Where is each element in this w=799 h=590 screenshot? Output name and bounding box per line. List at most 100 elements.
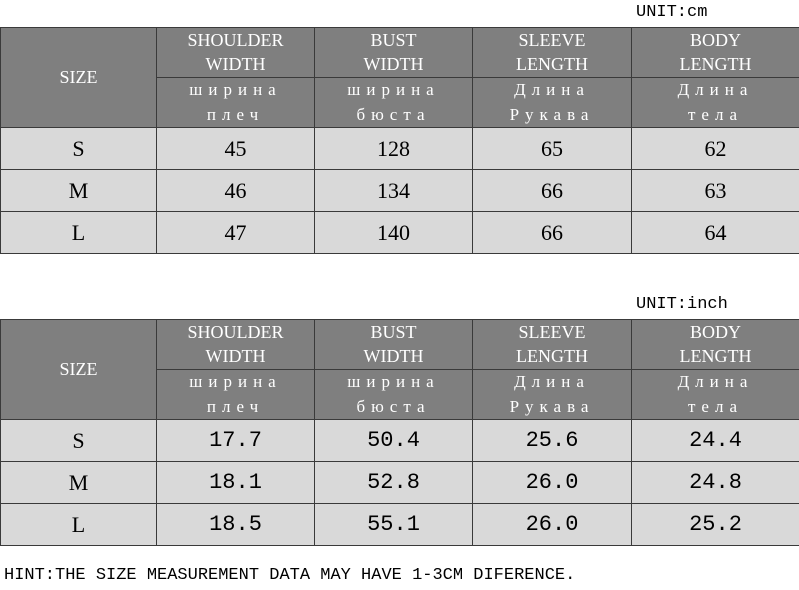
size-header-cell: SIZE (0, 27, 157, 128)
header-line: WIDTH (205, 346, 266, 367)
header-line: WIDTH (363, 346, 424, 367)
header-line: LENGTH (679, 54, 752, 75)
value-cell: 24.8 (631, 461, 799, 504)
value: 25.2 (689, 512, 742, 537)
column-header-en: SHOULDER WIDTH (156, 319, 315, 370)
value: 18.1 (209, 470, 262, 495)
column-header-ru: Длина тела (631, 77, 799, 128)
header-line: Длина (677, 80, 754, 100)
column-header-ru: ширина плеч (156, 369, 315, 420)
value-cell: 62 (631, 127, 799, 170)
value: 55.1 (367, 512, 420, 537)
column-header-en: BUST WIDTH (314, 27, 473, 78)
header-line: BODY (689, 321, 741, 342)
size-cell: S (0, 419, 157, 462)
value-cell: 52.8 (314, 461, 473, 504)
column-header-en: SLEEVE LENGTH (472, 27, 632, 78)
header-line: SLEEVE (518, 29, 586, 50)
header-line: ширина (189, 80, 282, 100)
size-cell: L (0, 211, 157, 254)
header-line: BUST (370, 29, 417, 50)
value-cell: 25.6 (472, 419, 632, 462)
column-header-ru: ширина бюста (314, 369, 473, 420)
value: 63 (704, 177, 727, 203)
size-label: M (68, 469, 89, 495)
header-line: WIDTH (363, 54, 424, 75)
header-line: Длина (677, 372, 754, 392)
value-cell: 26.0 (472, 461, 632, 504)
header-line: LENGTH (679, 346, 752, 367)
header-line: тела (687, 104, 743, 124)
value-cell: 17.7 (156, 419, 315, 462)
column-header-ru: Длина Рукава (472, 77, 632, 128)
value: 62 (704, 135, 727, 161)
header-line: SHOULDER (187, 321, 284, 342)
column-header-ru: Длина Рукава (472, 369, 632, 420)
size-cell: S (0, 127, 157, 170)
size-cell: M (0, 169, 157, 212)
value-cell: 47 (156, 211, 315, 254)
value-cell: 64 (631, 211, 799, 254)
value: 65 (541, 135, 563, 161)
value: 50.4 (367, 428, 420, 453)
column-header-en: SHOULDER WIDTH (156, 27, 315, 78)
value-cell: 63 (631, 169, 799, 212)
column-header-en: BUST WIDTH (314, 319, 473, 370)
column-header-ru: ширина бюста (314, 77, 473, 128)
header-line: LENGTH (516, 54, 588, 75)
value-cell: 45 (156, 127, 315, 170)
size-label: M (68, 177, 89, 203)
header-line: ширина (347, 372, 440, 392)
value-cell: 50.4 (314, 419, 473, 462)
header-line: ширина (189, 372, 282, 392)
size-label: S (72, 427, 85, 453)
value: 140 (377, 219, 410, 245)
column-header-ru: Длина тела (631, 369, 799, 420)
size-header-cell: SIZE (0, 319, 157, 420)
size-label: L (71, 219, 86, 245)
size-cell: M (0, 461, 157, 504)
value-cell: 66 (472, 169, 632, 212)
value: 25.6 (525, 428, 579, 453)
hint: HINT:THE SIZE MEASUREMENT DATA MAY HAVE … (4, 566, 576, 585)
value-cell: 134 (314, 169, 473, 212)
value: 64 (704, 219, 727, 245)
value-cell: 128 (314, 127, 473, 170)
value: 17.7 (209, 428, 262, 453)
unit-label: UNIT:cm (636, 3, 708, 22)
size-cell: L (0, 503, 157, 546)
value-cell: 46 (156, 169, 315, 212)
value: 24.4 (689, 428, 742, 453)
header-line: SLEEVE (518, 321, 586, 342)
size-label: S (72, 135, 85, 161)
header-line: Длина (514, 372, 590, 392)
value: 52.8 (367, 470, 420, 495)
value-cell: 25.2 (631, 503, 799, 546)
value-cell: 18.5 (156, 503, 315, 546)
header-line: ширина (347, 80, 440, 100)
value-cell: 26.0 (472, 503, 632, 546)
value: 18.5 (209, 512, 262, 537)
header-line: бюста (356, 104, 431, 124)
value: 26.0 (525, 512, 579, 537)
value: 45 (224, 135, 247, 161)
unit-label: UNIT:inch (636, 295, 728, 314)
header-line: BODY (689, 29, 741, 50)
value-cell: 24.4 (631, 419, 799, 462)
value: 47 (224, 219, 247, 245)
header-line: Рукава (509, 104, 595, 124)
value-cell: 66 (472, 211, 632, 254)
header-line: Длина (514, 80, 590, 100)
column-header-ru: ширина плеч (156, 77, 315, 128)
value-cell: 55.1 (314, 503, 473, 546)
header-line: плеч (206, 104, 265, 124)
column-header-en: BODY LENGTH (631, 27, 799, 78)
value: 26.0 (525, 470, 579, 495)
header-line: тела (687, 396, 743, 416)
header-line: WIDTH (205, 54, 266, 75)
header-line: BUST (370, 321, 417, 342)
size-label: L (71, 511, 86, 537)
value: 66 (541, 177, 563, 203)
header-line: Рукава (509, 396, 595, 416)
